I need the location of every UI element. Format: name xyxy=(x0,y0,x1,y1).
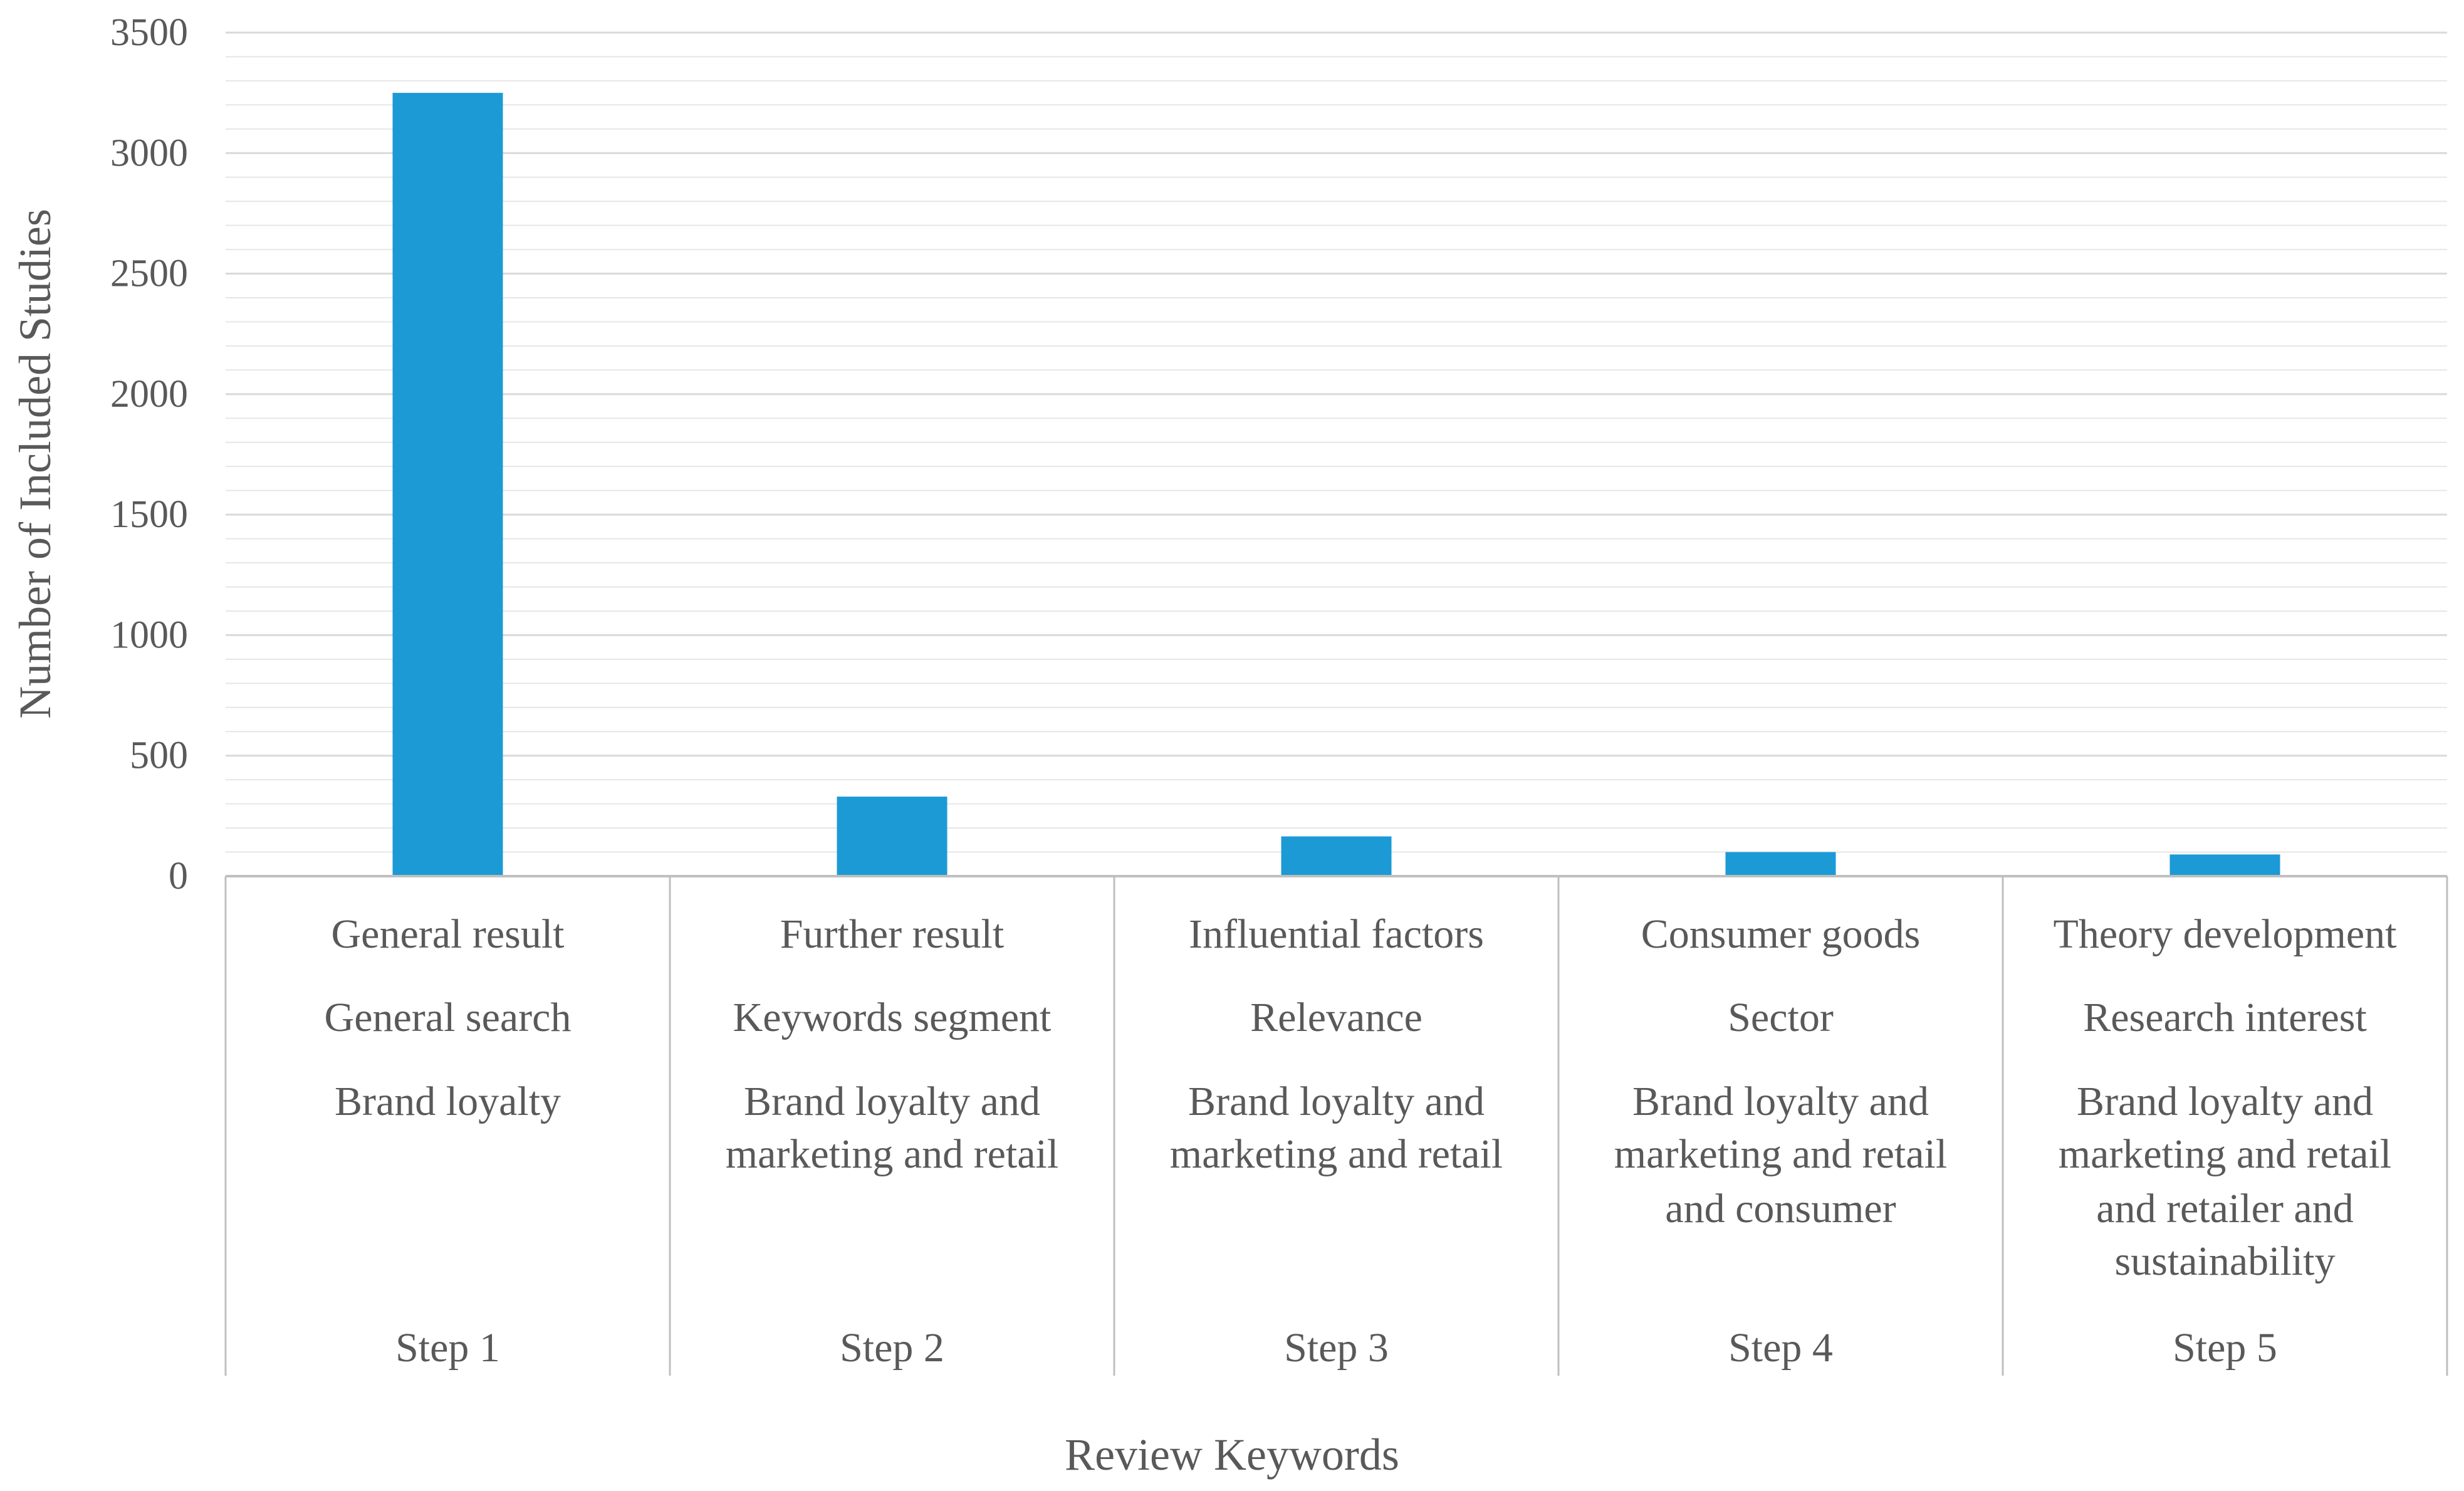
category-label-line: Sector xyxy=(1728,995,1834,1040)
bar xyxy=(1725,852,1836,876)
bar xyxy=(2169,854,2280,876)
category-label-line: Brand loyalty and xyxy=(744,1079,1040,1124)
category-group-label: Step 2 xyxy=(840,1325,944,1371)
category-label-line: General search xyxy=(325,995,572,1040)
category-label-line: Brand loyalty xyxy=(335,1079,561,1124)
category-label-line: Brand loyalty and xyxy=(1632,1079,1929,1124)
category-label-line: and consumer xyxy=(1665,1186,1896,1232)
category-label-line: Relevance xyxy=(1250,995,1423,1040)
y-tick-label: 1000 xyxy=(110,614,188,656)
category-labels: General result General search Brand loyalt… xyxy=(325,911,2397,1371)
y-axis-title: Number of Included Studies xyxy=(10,209,60,719)
y-tick-label: 2500 xyxy=(110,253,188,295)
category-label-line: Research interest xyxy=(2083,995,2367,1040)
category-label-line: marketing and retail xyxy=(1170,1131,1503,1177)
y-tick-label: 500 xyxy=(130,735,188,777)
bars xyxy=(392,93,2280,877)
category-label-line: marketing and retail xyxy=(1614,1131,1947,1177)
y-tick-label: 3500 xyxy=(110,11,188,54)
category-label-line: marketing and retail xyxy=(2059,1131,2391,1177)
category-label-line: Theory development xyxy=(2054,911,2397,957)
x-axis-title: Review Keywords xyxy=(1065,1430,1399,1480)
y-tick-label: 3000 xyxy=(110,132,188,174)
category-group-label: Step 5 xyxy=(2173,1325,2277,1371)
category-label-line: marketing and retail xyxy=(726,1131,1058,1177)
category-label-line: Brand loyalty and xyxy=(1188,1079,1485,1124)
gridlines xyxy=(226,31,2447,853)
category-label-line: and retailer and xyxy=(2096,1186,2353,1232)
axes xyxy=(224,875,2448,1376)
category-label-line: Keywords segment xyxy=(733,995,1052,1040)
bar xyxy=(392,93,503,877)
category-label-line: Further result xyxy=(780,911,1004,957)
y-tick-labels: 0 500 1000 1500 2000 2500 3000 3500 xyxy=(110,11,188,897)
y-tick-label: 1500 xyxy=(110,493,188,536)
category-group-label: Step 3 xyxy=(1284,1325,1389,1371)
category-label-line: Consumer goods xyxy=(1641,911,1921,957)
bar xyxy=(1281,836,1392,876)
category-label-line: sustainability xyxy=(2115,1238,2336,1284)
y-tick-label: 2000 xyxy=(110,373,188,416)
bar xyxy=(837,797,947,876)
category-label-line: General result xyxy=(331,911,565,957)
category-label-line: Influential factors xyxy=(1189,911,1484,957)
category-group-label: Step 1 xyxy=(395,1325,500,1371)
category-label-line: Brand loyalty and xyxy=(2077,1079,2373,1124)
category-group-label: Step 4 xyxy=(1728,1325,1833,1371)
y-tick-label: 0 xyxy=(169,855,188,897)
